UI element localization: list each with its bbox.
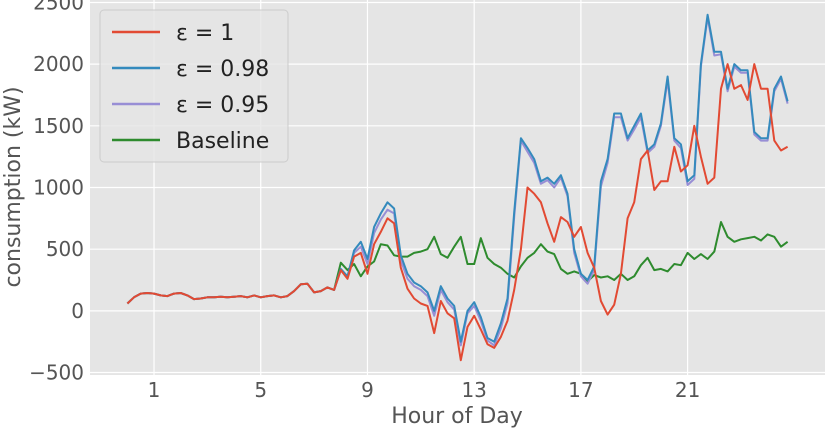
y-tick-label: 1000 [33,176,84,200]
series-lines [126,13,789,362]
x-tick-label: 21 [675,378,700,402]
legend-label: ε = 0.95 [176,93,269,118]
y-axis-label: consumption (kW) [1,86,26,287]
x-tick-label: 1 [148,378,161,402]
x-tick-labels: 1 5 9 13 17 21 [148,378,701,402]
legend-label: ε = 1 [176,21,234,46]
legend-box [99,9,289,163]
y-tick-label: 1500 [33,114,84,138]
x-tick-label: 5 [254,378,267,402]
legend-label: Baseline [176,129,269,154]
series-line-0 [126,63,789,362]
y-tick-label: −500 [29,361,84,385]
y-tick-label: 500 [46,237,84,261]
x-axis-label: Hour of Day [391,404,523,429]
y-tick-label: 0 [71,299,84,323]
legend-label: ε = 0.98 [176,57,269,82]
y-tick-labels: −500 0 500 1000 1500 2000 2500 [29,0,84,385]
x-tick-label: 17 [568,378,593,402]
y-tick-label: 2500 [33,0,84,14]
legend: ε = 1 ε = 0.98 ε = 0.95 Baseline [99,9,289,163]
y-tick-label: 2000 [33,52,84,76]
x-tick-label: 13 [461,378,486,402]
x-tick-label: 9 [361,378,374,402]
